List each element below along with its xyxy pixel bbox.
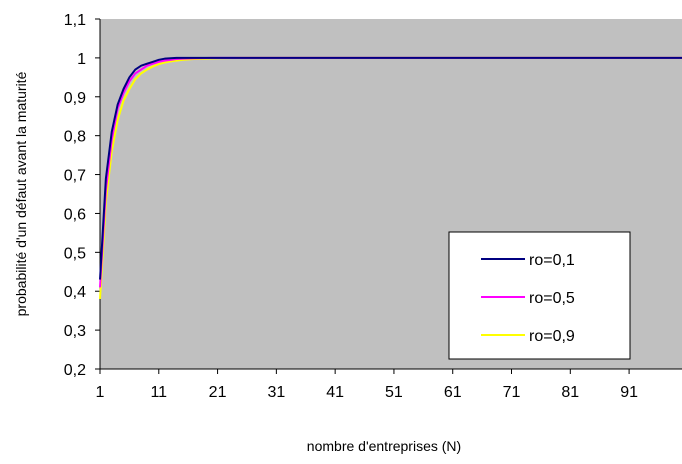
- y-tick-label: 0,5: [64, 245, 86, 262]
- legend-label: ro=0,1: [529, 252, 575, 269]
- x-ticks: 1 11 21 31 41 51 61 71 81 91: [96, 369, 638, 401]
- x-tick-label: 1: [96, 384, 105, 401]
- y-tick-label: 0,2: [64, 362, 86, 379]
- y-tick-label: 1,1: [64, 12, 86, 29]
- y-axis-title: probabilité d'un défaut avant la maturit…: [13, 71, 29, 316]
- x-tick-label: 71: [503, 384, 521, 401]
- x-tick-label: 41: [326, 384, 344, 401]
- x-axis-title: nombre d'entreprises (N): [307, 438, 461, 454]
- y-ticks: 0,2 0,3 0,4 0,5 0,6 0,7 0,8 0,9 1 1,1: [64, 12, 100, 379]
- x-tick-label: 81: [561, 384, 579, 401]
- x-tick-label: 21: [209, 384, 227, 401]
- y-tick-label: 0,3: [64, 323, 86, 340]
- x-tick-label: 61: [444, 384, 462, 401]
- axes: [99, 19, 682, 370]
- x-tick-label: 31: [267, 384, 285, 401]
- legend-label: ro=0,9: [529, 328, 575, 345]
- x-tick-label: 11: [150, 384, 167, 401]
- series-line: [99, 56, 682, 280]
- x-tick-label: 91: [620, 384, 638, 401]
- y-tick-label: 0,7: [64, 168, 86, 185]
- y-tick-label: 0,6: [64, 206, 86, 223]
- y-tick-label: 0,8: [64, 129, 86, 146]
- legend-box: [448, 231, 631, 360]
- legend-label: ro=0,5: [529, 290, 575, 307]
- y-tick-label: 0,9: [64, 90, 86, 107]
- y-tick-label: 0,4: [64, 284, 86, 301]
- series-lines: [99, 56, 682, 300]
- x-tick-label: 51: [385, 384, 403, 401]
- y-tick-label: 1: [77, 51, 86, 68]
- legend: ro=0,1 ro=0,5 ro=0,9: [448, 231, 631, 360]
